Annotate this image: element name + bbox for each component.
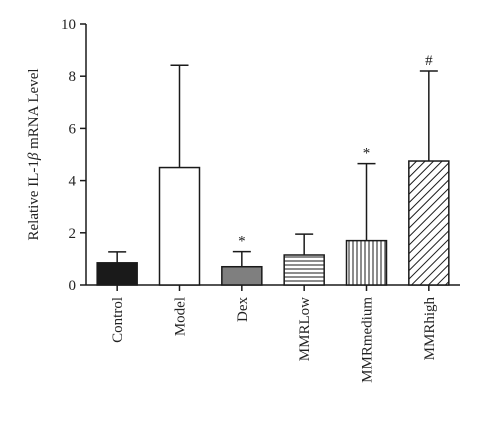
bar-model xyxy=(158,166,201,286)
y-tick-label: 8 xyxy=(69,69,77,85)
x-tick-label-mmrhigh: MMRhigh xyxy=(422,297,438,361)
bar-mmrlow xyxy=(283,254,325,286)
y-tick-label: 10 xyxy=(61,17,76,33)
y-tick-label: 4 xyxy=(69,174,77,190)
bars xyxy=(96,64,450,286)
significance-mmrmedium: * xyxy=(363,146,371,162)
y-tick-label: 0 xyxy=(69,278,77,294)
labels: 0 2 4 6 8 10 Relative IL-1β mRNA Level Control M… xyxy=(26,17,438,383)
x-tick-label-model: Model xyxy=(173,297,189,336)
significance-mmrhigh: # xyxy=(425,53,433,69)
x-tick-label-mmrmedium: MMRmedium xyxy=(360,297,376,383)
y-axis-title-part: mRNA Level xyxy=(26,68,42,152)
x-tick-label-mmrlow: MMRLow xyxy=(297,297,313,361)
bar-dex xyxy=(221,265,263,286)
significance-dex: * xyxy=(238,234,246,250)
x-tick-label-dex: Dex xyxy=(235,297,251,322)
y-axis-title-part: Relative IL-1 xyxy=(26,160,42,240)
y-tick-label: 2 xyxy=(69,226,77,242)
bar-control xyxy=(96,262,138,286)
y-tick-label: 6 xyxy=(69,121,77,137)
x-tick-label-control: Control xyxy=(110,297,126,343)
bar-mmrhigh xyxy=(408,160,450,286)
y-axis-title: Relative IL-1β mRNA Level xyxy=(26,68,42,240)
bar-mmrmedium xyxy=(345,239,388,286)
y-axis-title-part: β xyxy=(26,152,42,161)
axes xyxy=(80,23,460,291)
